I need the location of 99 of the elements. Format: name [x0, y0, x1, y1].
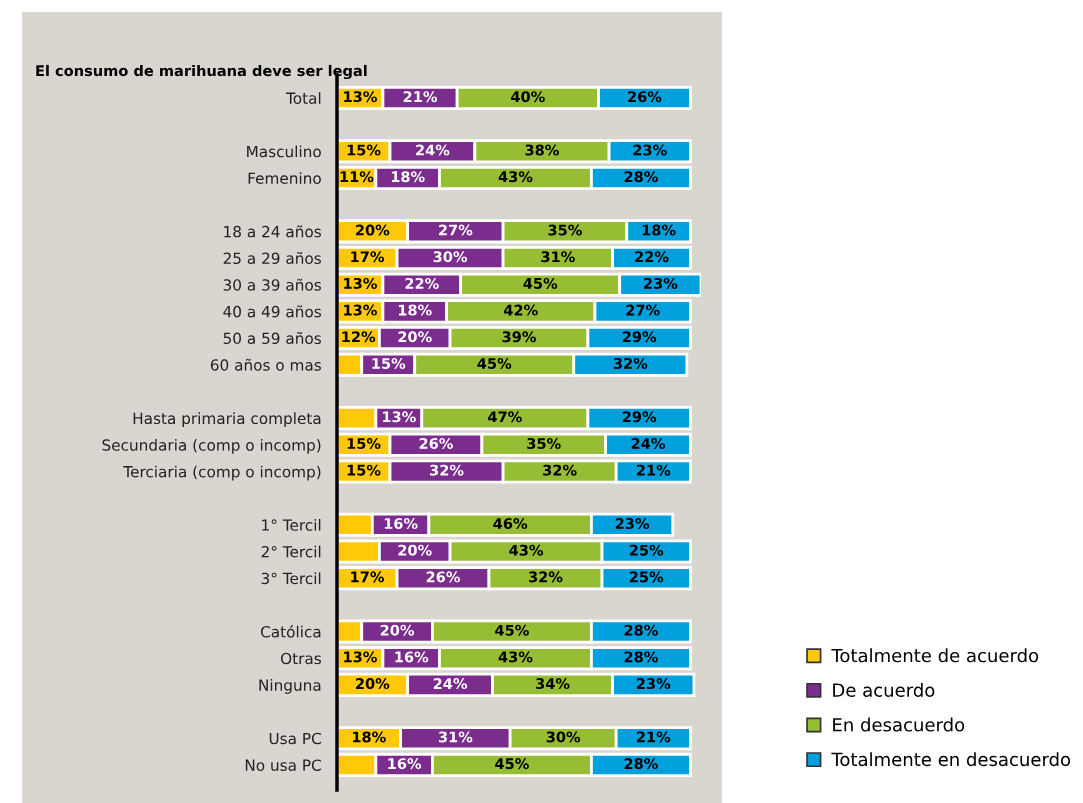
data-label: 45% — [495, 624, 529, 636]
data-label: 26% — [419, 437, 453, 449]
y-tick-label: 30 a 39 años — [223, 278, 321, 291]
data-label: 21% — [636, 464, 671, 476]
y-tick-label: 25 a 29 años — [223, 251, 321, 265]
data-label: 20% — [356, 678, 390, 690]
legend-label: Totalmente en desacuerdo — [831, 752, 1071, 767]
legend-label: Totalmente de acuerdo — [831, 648, 1039, 663]
data-label: 15% — [347, 464, 381, 476]
y-tick-label: Otras — [280, 652, 321, 665]
data-label: 28% — [624, 171, 658, 183]
legend-label: De acuerdo — [833, 682, 935, 697]
data-label: 17% — [351, 571, 385, 583]
data-label: 29% — [622, 411, 657, 423]
data-label: 26% — [426, 571, 461, 583]
data-label: 45% — [477, 357, 512, 369]
data-label: 15% — [347, 437, 381, 449]
data-label: 21% — [403, 91, 438, 103]
y-tick-label: Hasta primaria completa — [133, 412, 321, 428]
data-label: 20% — [380, 624, 415, 636]
data-label: 18% — [642, 224, 676, 236]
data-label: 32% — [613, 357, 648, 369]
y-tick-label: Total — [286, 92, 321, 104]
data-label: 34% — [536, 678, 570, 690]
data-label: 45% — [495, 758, 529, 770]
data-label: 18% — [353, 731, 386, 743]
data-label: 24% — [416, 144, 450, 156]
y-tick-label: Masculino — [247, 145, 321, 158]
data-label: 30% — [546, 731, 581, 743]
data-label: 35% — [548, 224, 582, 236]
data-label: 25% — [629, 544, 664, 556]
data-label: 46% — [493, 518, 528, 530]
data-label: 15% — [372, 357, 406, 369]
data-label: 13% — [344, 91, 377, 103]
data-label: 13% — [344, 277, 377, 289]
y-tick-label: 2° Tercil — [261, 545, 321, 558]
data-label: 23% — [636, 678, 671, 690]
data-label: 40% — [511, 91, 545, 103]
data-label: 18% — [398, 304, 432, 316]
data-label: 43% — [498, 651, 533, 663]
data-label: 25% — [629, 571, 664, 583]
data-label: 32% — [430, 464, 464, 476]
data-label: 22% — [635, 251, 669, 263]
data-label: 17% — [351, 251, 385, 263]
data-label: 38% — [525, 144, 559, 156]
data-label: 13% — [383, 411, 416, 423]
y-tick-label: Usa PC — [269, 732, 321, 745]
data-label: 39% — [502, 331, 536, 343]
data-label: 16% — [395, 651, 429, 663]
data-label: 13% — [344, 651, 377, 663]
data-label: 29% — [622, 331, 657, 343]
y-tick-label: Ninguna — [259, 679, 321, 694]
y-tick-label: Terciaria (comp o incomp) — [123, 465, 321, 481]
y-tick-label: Católica — [260, 625, 321, 638]
data-label: 23% — [615, 518, 650, 530]
data-label: 28% — [624, 651, 658, 663]
data-label: 12% — [342, 331, 376, 343]
data-label: 42% — [503, 304, 538, 316]
data-label: 23% — [633, 144, 667, 156]
data-label: 27% — [439, 224, 473, 236]
data-label: 32% — [543, 464, 577, 476]
data-label: 35% — [527, 437, 561, 449]
y-tick-label: 60 años o mas — [210, 358, 321, 371]
y-tick-label: 3° Tercil — [261, 572, 321, 585]
data-label: 28% — [624, 758, 658, 770]
data-label: 24% — [631, 437, 665, 449]
y-tick-label: Secundaria (comp o incomp) — [102, 438, 321, 454]
data-label: 43% — [509, 544, 544, 556]
data-label: 30% — [433, 251, 468, 263]
data-label: 20% — [398, 544, 432, 556]
data-label: 11% — [340, 171, 374, 183]
data-label: 20% — [356, 224, 390, 236]
y-tick-label: 50 a 59 años — [223, 331, 321, 345]
data-label: 23% — [644, 277, 678, 289]
data-label: 31% — [541, 251, 575, 263]
data-label: 18% — [391, 171, 425, 183]
data-label: 24% — [433, 678, 468, 690]
data-label: 13% — [344, 304, 377, 316]
data-label: 16% — [388, 758, 422, 770]
y-tick-label: No usa PC — [245, 759, 321, 771]
y-tick-label: Femenino — [248, 172, 321, 184]
y-tick-label: 18 a 24 años — [224, 225, 321, 238]
data-label: 45% — [523, 277, 558, 289]
data-label: 32% — [529, 571, 563, 583]
data-label: 16% — [384, 518, 418, 530]
y-tick-label: 1° Tercil — [262, 519, 321, 531]
y-tick-label: 40 a 49 años — [223, 305, 321, 318]
data-label: 26% — [628, 91, 662, 103]
text: El consumo de marihuana deve ser legal — [36, 64, 367, 80]
data-label: 28% — [624, 624, 658, 636]
data-label: 27% — [626, 304, 660, 316]
data-label: 22% — [405, 277, 439, 289]
data-label: 47% — [488, 411, 522, 423]
data-label: 43% — [498, 171, 533, 183]
data-label: 20% — [398, 331, 432, 343]
data-label: 21% — [636, 731, 671, 743]
data-label: 31% — [438, 731, 473, 743]
legend-label: En desacuerdo — [833, 717, 965, 732]
data-label: 15% — [347, 144, 381, 156]
